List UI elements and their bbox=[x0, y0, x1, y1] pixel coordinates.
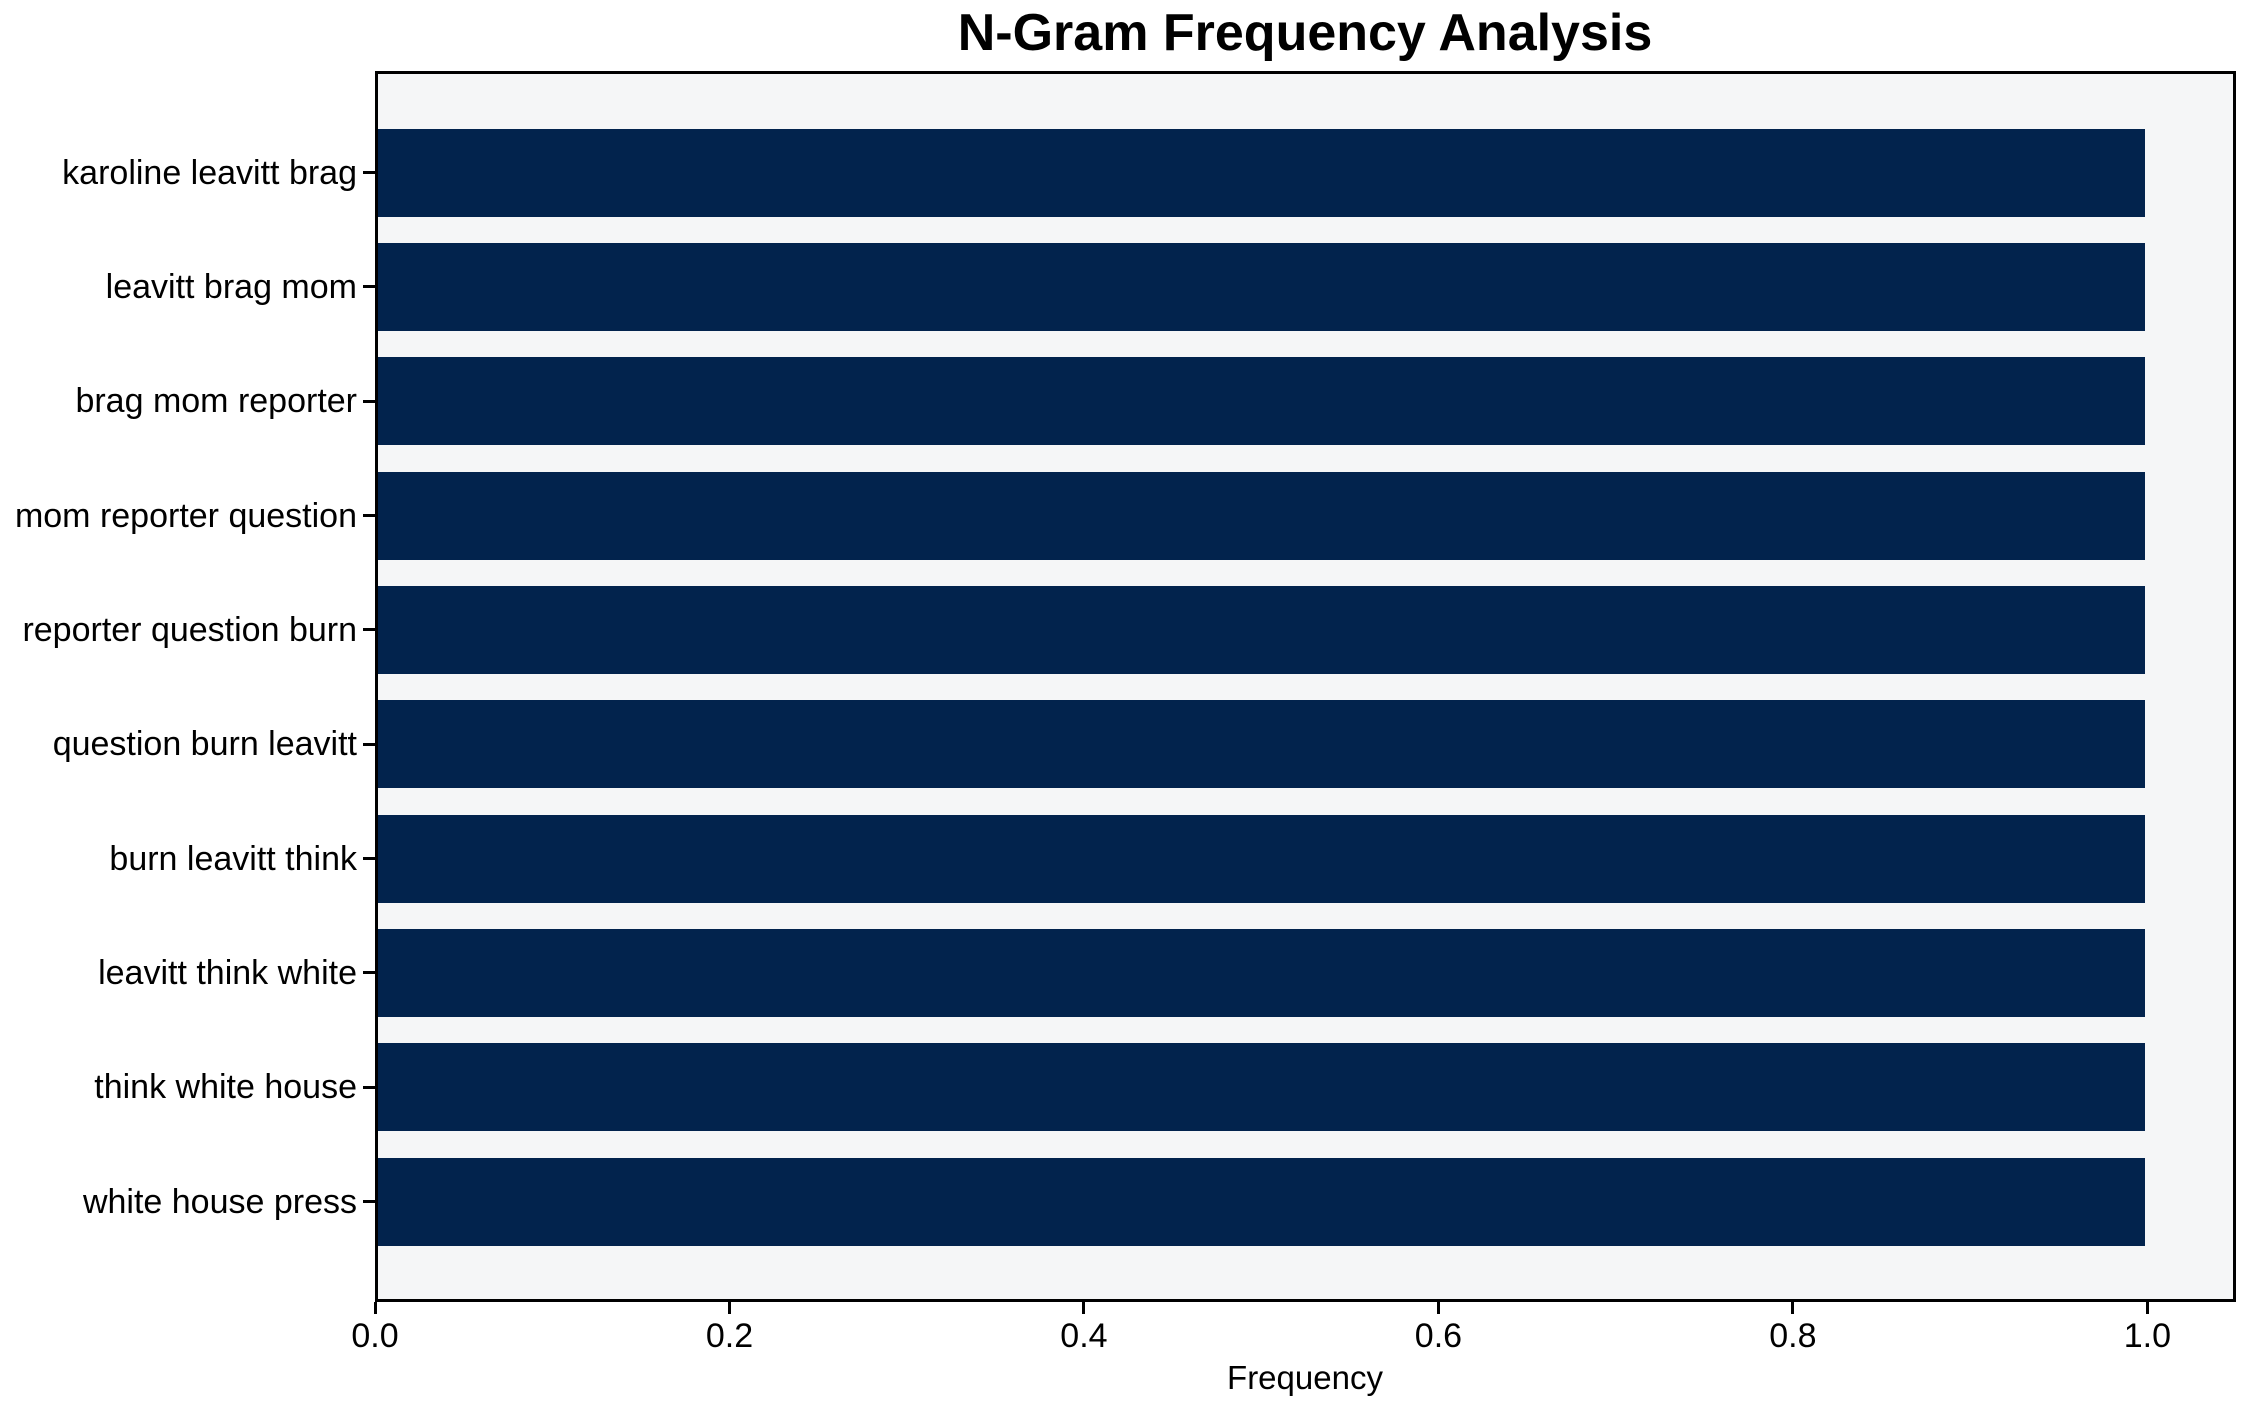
y-tick-label: think white house bbox=[94, 1068, 357, 1107]
y-tick-mark bbox=[363, 742, 375, 746]
chart-title: N-Gram Frequency Analysis bbox=[957, 4, 1653, 62]
bar-leavitt-brag-mom bbox=[378, 242, 2145, 331]
y-tick-mark bbox=[363, 171, 375, 175]
x-tick-mark bbox=[727, 1302, 731, 1314]
bar-question-burn-leavitt bbox=[378, 700, 2145, 789]
x-tick-label: 0.4 bbox=[1060, 1317, 1108, 1355]
y-tick-label: mom reporter question bbox=[14, 496, 357, 535]
x-tick-mark bbox=[1082, 1302, 1086, 1314]
x-tick-mark bbox=[1436, 1302, 1440, 1314]
x-tick-label: 0.8 bbox=[1769, 1317, 1817, 1355]
y-tick-mark bbox=[363, 1085, 375, 1089]
y-tick-mark bbox=[363, 285, 375, 289]
y-tick-mark bbox=[363, 514, 375, 518]
x-tick-label: 0.2 bbox=[705, 1317, 754, 1355]
y-tick-label: brag mom reporter bbox=[75, 382, 357, 421]
y-tick-label: question burn leavitt bbox=[52, 725, 357, 764]
x-tick-mark bbox=[2145, 1302, 2149, 1314]
y-tick-mark bbox=[363, 399, 375, 403]
x-tick-mark bbox=[1791, 1302, 1795, 1314]
x-tick-label: 0.0 bbox=[351, 1317, 399, 1355]
y-tick-label: karoline leavitt brag bbox=[62, 153, 357, 192]
bar-brag-mom-reporter bbox=[378, 357, 2145, 446]
x-tick-mark bbox=[373, 1302, 377, 1314]
y-tick-label: leavitt think white bbox=[98, 953, 357, 992]
y-tick-label: white house press bbox=[82, 1182, 357, 1221]
bar-reporter-question-burn bbox=[378, 585, 2145, 674]
bar-burn-leavitt-think bbox=[378, 814, 2145, 903]
y-tick-mark bbox=[363, 1200, 375, 1204]
x-tick-label: 0.6 bbox=[1414, 1317, 1463, 1355]
bar-mom-reporter-question bbox=[378, 471, 2145, 560]
bar-leavitt-think-white bbox=[378, 928, 2145, 1017]
bar-white-house-press bbox=[378, 1157, 2145, 1246]
y-tick-label: reporter question burn bbox=[22, 610, 357, 649]
y-tick-mark bbox=[363, 628, 375, 632]
y-tick-label: leavitt brag mom bbox=[105, 267, 357, 306]
plot-area bbox=[375, 71, 2236, 1302]
x-axis-title: Frequency bbox=[1227, 1359, 1383, 1396]
y-tick-label: burn leavitt think bbox=[109, 839, 357, 878]
x-tick-label: 1.0 bbox=[2123, 1317, 2172, 1355]
y-tick-mark bbox=[363, 971, 375, 975]
bar-think-white-house bbox=[378, 1043, 2145, 1132]
bar-karoline-leavitt-brag bbox=[378, 128, 2145, 217]
y-tick-mark bbox=[363, 857, 375, 861]
